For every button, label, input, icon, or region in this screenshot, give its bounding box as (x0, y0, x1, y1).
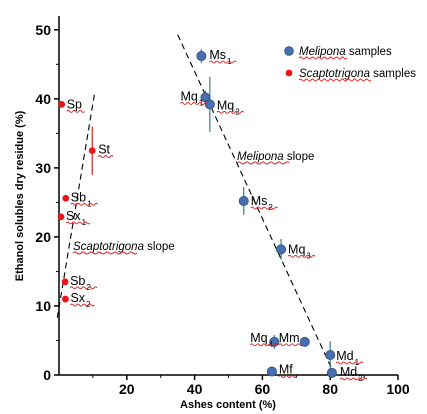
melipona-point (204, 99, 215, 110)
point-label-squiggle (97, 155, 114, 159)
point-label: Sp (67, 97, 82, 111)
point-label: Sx (70, 291, 85, 305)
point-label: Ms (251, 194, 268, 208)
scaptotrigona-slope-label: Scaptotrigona slope (73, 241, 175, 253)
y-tick-label: 50 (35, 22, 51, 38)
error-bars (91, 49, 331, 369)
melipona-point (326, 367, 337, 378)
point-label-squiggle (209, 60, 237, 64)
scaptotrigona-slope-squiggle (72, 251, 138, 255)
data-points (57, 51, 337, 378)
melipona-point (266, 366, 277, 377)
x-tick-label: 80 (322, 381, 338, 397)
scaptotrigona-point (62, 194, 70, 202)
legend-marker (285, 69, 293, 77)
melipona-point (325, 349, 336, 360)
point-label: Mq (180, 89, 197, 103)
point-label-squiggle (65, 221, 91, 225)
melipona-slope-label: Melipona slope (237, 151, 314, 163)
point-label-squiggle (69, 286, 98, 290)
point-label: Mq (250, 331, 267, 345)
point-label-squiggle (70, 303, 95, 307)
point-label: Mm (279, 331, 300, 345)
scaptotrigona-point (61, 278, 69, 286)
scaptotrigona-point (88, 147, 96, 155)
slope-annotations: Melipona slope Scaptotrigona slope (72, 151, 314, 255)
x-tick-label: 40 (187, 381, 203, 397)
point-label: Ms (209, 48, 226, 62)
x-tick-label: 100 (386, 381, 410, 397)
legend-marker (284, 46, 294, 56)
legend-squiggle (298, 56, 348, 60)
y-tick-label: 20 (35, 229, 51, 245)
y-axis-title: Ethanol solubles dry residue (%) (14, 110, 26, 281)
y-axis-ticks: 0 10 20 30 40 50 (35, 22, 59, 383)
point-label: Mq (217, 98, 234, 112)
scaptotrigona-point (57, 213, 65, 221)
x-axis-ticks: 20 40 60 80 100 (92, 375, 410, 397)
point-label-squiggle (278, 375, 298, 378)
point-label-squiggle (66, 109, 86, 113)
slope-lines (56, 34, 335, 374)
legend-squiggle (298, 78, 372, 82)
point-label: Mq (288, 242, 305, 256)
x-tick-label: 60 (255, 381, 271, 397)
point-label: Md (336, 349, 353, 363)
x-axis-title: Ashes content (%) (180, 399, 276, 411)
melipona-point (276, 244, 287, 255)
melipona-slope-squiggle (236, 161, 290, 165)
y-tick-label: 10 (35, 298, 51, 314)
point-label-squiggle (216, 110, 245, 114)
point-label-squiggle (249, 343, 278, 347)
scaptotrigona-point (62, 295, 69, 303)
y-tick-label: 40 (35, 91, 51, 107)
point-label-squiggle (70, 202, 99, 206)
legend-label: Scaptotrigona samples (299, 68, 416, 80)
point-label: Sx (66, 209, 81, 223)
point-label-squiggle (278, 343, 304, 347)
melipona-point (196, 51, 207, 62)
point-label: Mf (279, 363, 293, 377)
point-label-squiggle (287, 254, 316, 258)
scaptotrigona-point (58, 100, 66, 108)
point-label-squiggle (335, 361, 364, 365)
legend-label: Melipona samples (299, 46, 392, 58)
point-label: St (98, 143, 110, 157)
x-tick-label: 20 (119, 381, 135, 397)
melipona-point (299, 336, 310, 347)
slope-line (177, 34, 335, 374)
point-label-squiggle (339, 377, 368, 381)
y-tick-label: 30 (35, 160, 51, 176)
point-label: Sb (71, 190, 86, 204)
chart-legend: Melipona samples Scaptotrigona samples (284, 46, 416, 82)
point-label: Md (340, 365, 357, 379)
point-label-squiggle (180, 102, 208, 105)
point-label: Sb (70, 274, 85, 288)
melipona-point (238, 196, 249, 207)
point-label-squiggle (250, 206, 279, 210)
y-tick-label: 0 (43, 367, 51, 383)
